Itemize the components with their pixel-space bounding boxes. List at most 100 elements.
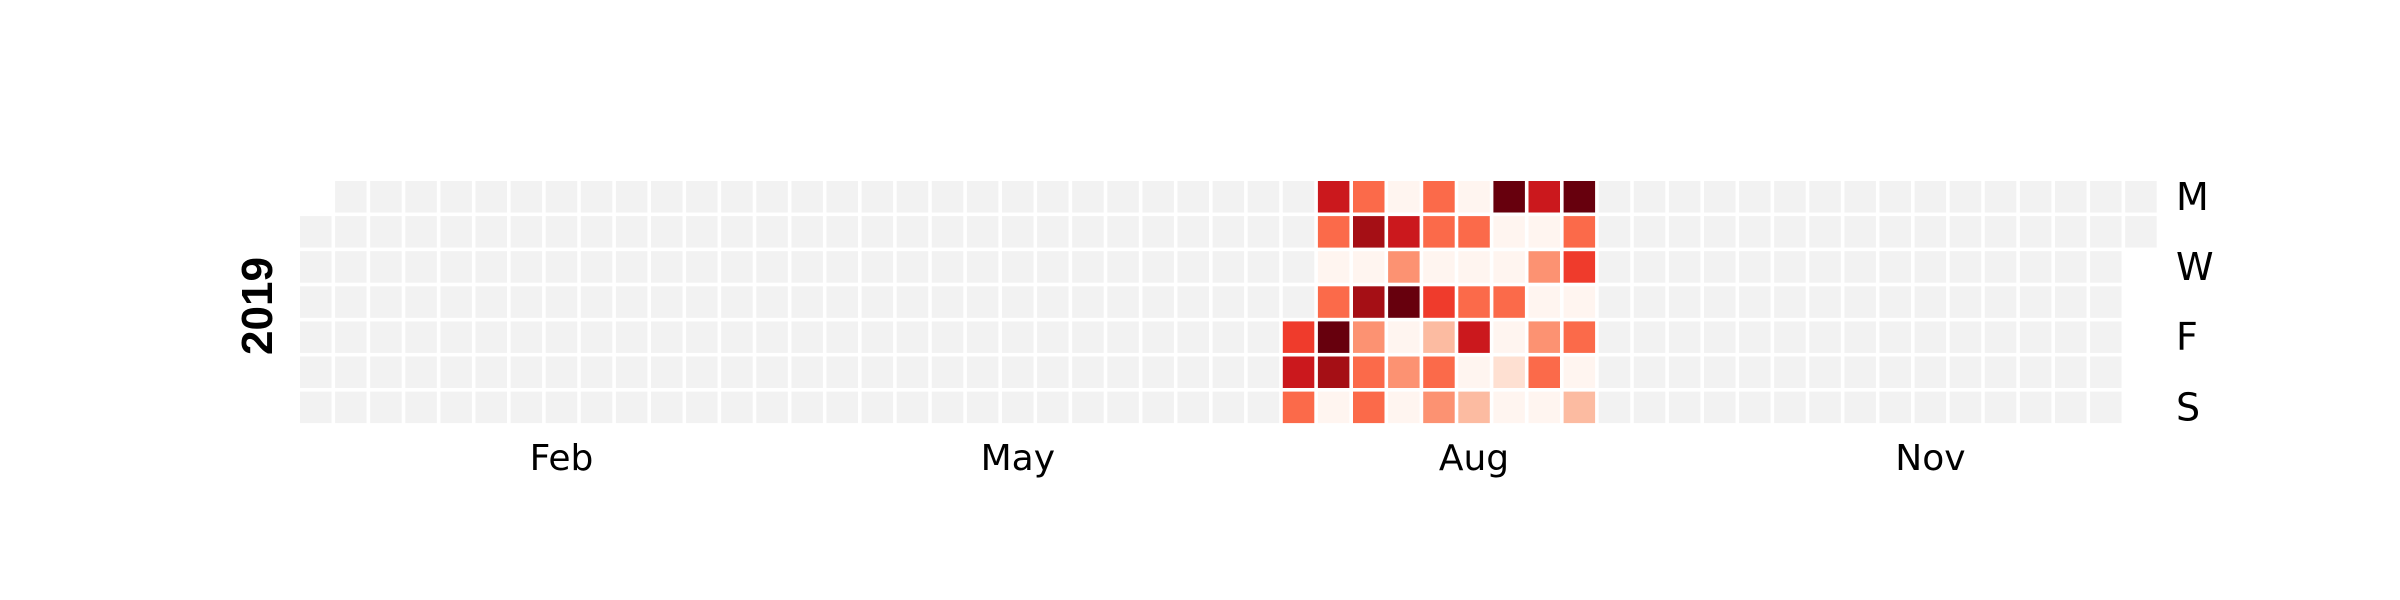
- weekday-label: F: [2176, 315, 2198, 359]
- heatmap-cell: [2055, 181, 2087, 213]
- heatmap-cell: [1177, 391, 1209, 424]
- heatmap-cell: [1528, 356, 1560, 388]
- heatmap-cell: [300, 391, 332, 424]
- heatmap-cell: [1072, 391, 1104, 424]
- heatmap-cell: [2090, 251, 2122, 283]
- heatmap-cell: [1142, 251, 1174, 283]
- heatmap-cell: [475, 391, 507, 424]
- heatmap-cell: [756, 321, 788, 353]
- heatmap-cell: [1633, 391, 1666, 424]
- heatmap-cell: [2090, 356, 2122, 388]
- heatmap-cell: [440, 321, 472, 353]
- heatmap-cell: [1879, 216, 1911, 248]
- heatmap-cell: [2090, 391, 2122, 424]
- heatmap-cell: [1388, 216, 1420, 248]
- heatmap-cell: [756, 391, 788, 424]
- heatmap-cell: [1914, 216, 1947, 248]
- heatmap-cell: [1984, 251, 2017, 283]
- heatmap-cell: [2019, 181, 2052, 213]
- heatmap-cell: [1598, 181, 1631, 213]
- heatmap-cell: [1072, 251, 1104, 283]
- heatmap-cell: [1633, 286, 1666, 318]
- heatmap-cell: [1598, 356, 1631, 388]
- heatmap-cell: [1423, 181, 1455, 213]
- heatmap-cell: [1493, 391, 1525, 424]
- heatmap-cell: [756, 216, 788, 248]
- heatmap-cell: [1704, 356, 1736, 388]
- heatmap-cell: [1563, 356, 1596, 388]
- heatmap-cell: [370, 286, 402, 318]
- heatmap-cell: [1282, 391, 1315, 424]
- heatmap-cell: [931, 286, 964, 318]
- heatmap-cell: [545, 251, 578, 283]
- heatmap-cell: [475, 181, 507, 213]
- heatmap-cell: [1633, 216, 1666, 248]
- heatmap-cell: [2019, 321, 2052, 353]
- heatmap-cell: [1458, 181, 1490, 213]
- heatmap-cell: [1879, 286, 1911, 318]
- heatmap-cell: [1633, 321, 1666, 353]
- heatmap-cell: [1739, 391, 1771, 424]
- heatmap-cell: [1668, 181, 1701, 213]
- heatmap-cell: [1177, 356, 1209, 388]
- heatmap-cell: [1668, 286, 1701, 318]
- heatmap-cell: [1984, 321, 2017, 353]
- heatmap-cell: [1037, 286, 1069, 318]
- heatmap-cell: [651, 286, 683, 318]
- heatmap-cell: [2090, 286, 2122, 318]
- heatmap-cell: [1984, 286, 2017, 318]
- heatmap-cell: [615, 286, 648, 318]
- heatmap-cell: [1388, 286, 1420, 318]
- heatmap-cell: [1528, 321, 1560, 353]
- heatmap-cell: [791, 356, 823, 388]
- heatmap-cell: [1247, 181, 1280, 213]
- heatmap-cell: [756, 181, 788, 213]
- heatmap-cell: [1809, 286, 1841, 318]
- heatmap-cell: [1739, 181, 1771, 213]
- heatmap-cell: [615, 251, 648, 283]
- heatmap-cell: [1458, 286, 1490, 318]
- heatmap-cell: [1247, 356, 1280, 388]
- heatmap-cell: [1107, 181, 1139, 213]
- heatmap-cell: [1317, 286, 1350, 318]
- heatmap-cell: [2019, 286, 2052, 318]
- heatmap-cell: [686, 216, 718, 248]
- heatmap-cell: [475, 356, 507, 388]
- heatmap-cell: [1739, 321, 1771, 353]
- heatmap-cell: [1563, 181, 1596, 213]
- weekday-label: M: [2176, 175, 2209, 219]
- heatmap-cell: [545, 286, 578, 318]
- heatmap-cell: [1563, 251, 1596, 283]
- heatmap-cell: [1353, 321, 1385, 353]
- heatmap-cell: [2019, 356, 2052, 388]
- heatmap-cell: [1914, 286, 1947, 318]
- heatmap-cell: [1598, 286, 1631, 318]
- heatmap-cell: [686, 321, 718, 353]
- heatmap-cell: [1739, 286, 1771, 318]
- heatmap-cell: [1704, 216, 1736, 248]
- heatmap-cell: [1212, 391, 1245, 424]
- heatmap-cell: [1002, 321, 1034, 353]
- heatmap-cell: [1493, 181, 1525, 213]
- heatmap-cell: [2090, 216, 2122, 248]
- heatmap-cell: [1949, 356, 1982, 388]
- heatmap-cell: [896, 356, 929, 388]
- heatmap-cell: [651, 321, 683, 353]
- heatmap-cell: [721, 286, 753, 318]
- heatmap-cell: [896, 321, 929, 353]
- heatmap-cell: [1879, 321, 1911, 353]
- heatmap-cell: [651, 251, 683, 283]
- heatmap-cell: [1563, 321, 1596, 353]
- heatmap-cell: [2055, 286, 2087, 318]
- heatmap-cell: [651, 216, 683, 248]
- heatmap-cell: [791, 391, 823, 424]
- heatmap-cell: [1002, 286, 1034, 318]
- heatmap-cell: [1809, 321, 1841, 353]
- heatmap-cell: [1914, 251, 1947, 283]
- heatmap-cell: [1949, 321, 1982, 353]
- heatmap-cell: [1598, 216, 1631, 248]
- heatmap-cell: [1774, 216, 1806, 248]
- heatmap-cell: [405, 216, 437, 248]
- heatmap-cell: [1844, 321, 1876, 353]
- heatmap-cell: [2055, 251, 2087, 283]
